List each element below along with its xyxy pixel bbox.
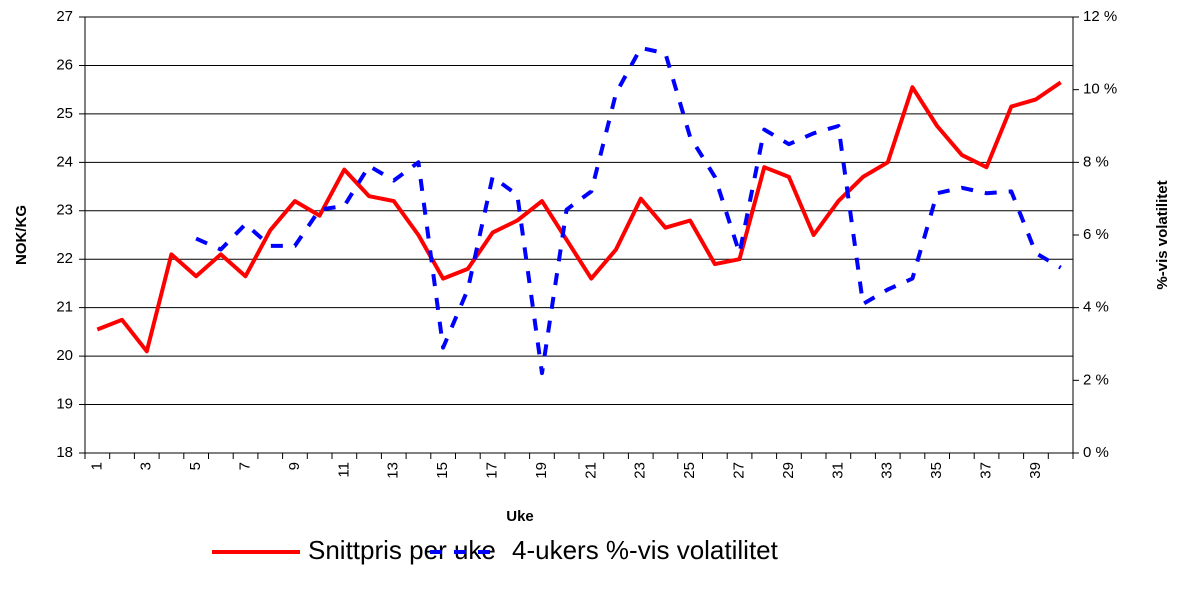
x-tick-label: 15 (434, 462, 451, 479)
y2-tick-label: 0 % (1083, 444, 1109, 461)
y2-axis-label: %-vis volatilitet (1154, 180, 1171, 289)
series-line (96, 80, 1062, 354)
x-tick-label: 5 (187, 462, 204, 470)
y2-tick-label: 12 % (1083, 8, 1117, 25)
legend-label: Snittpris per uke (308, 535, 496, 565)
y-tick-label: 18 (56, 444, 73, 461)
x-tick-label: 3 (138, 462, 155, 470)
x-tick-label: 1 (88, 462, 105, 470)
legend-label: 4-ukers %-vis volatilitet (512, 535, 779, 565)
y-tick-label: 26 (56, 56, 73, 73)
y-tick-label: 24 (56, 153, 73, 170)
y-tick-label: 25 (56, 105, 73, 122)
y-tick-label: 23 (56, 202, 73, 219)
y2-tick-label: 2 % (1083, 371, 1109, 388)
x-tick-label: 37 (978, 462, 995, 479)
x-tick-label: 31 (829, 462, 846, 479)
y-axis-label: NOK/KG (13, 205, 30, 265)
y2-tick-label: 10 % (1083, 81, 1117, 98)
x-tick-label: 25 (681, 462, 698, 479)
y-tick-label: 21 (56, 299, 73, 316)
y-tick-label: 19 (56, 396, 73, 413)
x-tick-label: 7 (237, 462, 254, 470)
x-tick-label: 19 (533, 462, 550, 479)
x-tick-label: 33 (879, 462, 896, 479)
x-tick-label: 9 (286, 462, 303, 470)
x-tick-label: 35 (928, 462, 945, 479)
y2-tick-label: 8 % (1083, 153, 1109, 170)
x-tick-label: 39 (1027, 462, 1044, 479)
y2-tick-label: 4 % (1083, 299, 1109, 316)
x-tick-label: 13 (385, 462, 402, 479)
x-tick-label: 23 (632, 462, 649, 479)
x-tick-label: 11 (335, 462, 352, 478)
x-tick-label: 29 (780, 462, 797, 479)
x-tick-label: 17 (484, 462, 501, 479)
x-tick-label: 27 (731, 462, 748, 479)
y-tick-label: 27 (56, 8, 73, 25)
x-axis-label: Uke (506, 508, 534, 525)
y2-tick-label: 6 % (1083, 226, 1109, 243)
x-tick-label: 21 (582, 462, 599, 479)
y-tick-label: 22 (56, 250, 73, 267)
y-tick-label: 20 (56, 347, 73, 364)
